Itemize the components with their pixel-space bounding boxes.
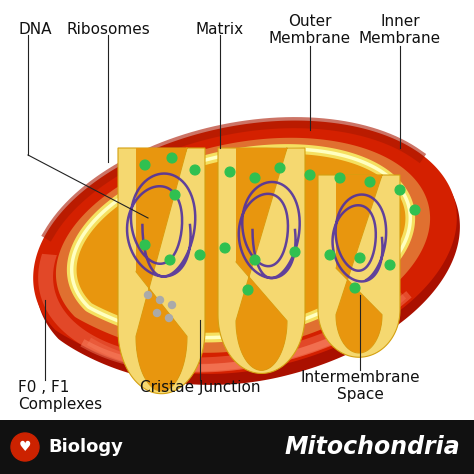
Text: Matrix: Matrix	[196, 22, 244, 37]
Text: Cristae Junction: Cristae Junction	[140, 380, 260, 395]
Circle shape	[225, 167, 235, 177]
Text: Mitochondria: Mitochondria	[284, 435, 460, 459]
Polygon shape	[36, 126, 460, 385]
Text: ♥: ♥	[19, 440, 31, 454]
Circle shape	[165, 315, 173, 321]
Circle shape	[165, 255, 175, 265]
Circle shape	[145, 292, 152, 299]
Circle shape	[190, 165, 200, 175]
Circle shape	[243, 285, 253, 295]
Circle shape	[290, 247, 300, 257]
Polygon shape	[136, 148, 187, 391]
Circle shape	[350, 283, 360, 293]
Circle shape	[167, 153, 177, 163]
Polygon shape	[118, 148, 205, 394]
Circle shape	[410, 205, 420, 215]
Text: Inner
Membrane: Inner Membrane	[359, 14, 441, 46]
Circle shape	[365, 177, 375, 187]
Polygon shape	[336, 175, 382, 353]
Text: Intermembrane
Space: Intermembrane Space	[300, 370, 420, 402]
Circle shape	[140, 160, 150, 170]
Circle shape	[195, 250, 205, 260]
Polygon shape	[236, 148, 287, 370]
Polygon shape	[38, 254, 385, 372]
Circle shape	[275, 163, 285, 173]
Polygon shape	[318, 175, 400, 357]
Circle shape	[355, 253, 365, 263]
Text: Ribosomes: Ribosomes	[66, 22, 150, 37]
Circle shape	[156, 297, 164, 303]
Circle shape	[325, 250, 335, 260]
Circle shape	[250, 255, 260, 265]
Text: Outer
Membrane: Outer Membrane	[269, 14, 351, 46]
Circle shape	[385, 260, 395, 270]
Circle shape	[250, 173, 260, 183]
Polygon shape	[0, 420, 474, 474]
Circle shape	[305, 170, 315, 180]
Polygon shape	[76, 152, 406, 335]
Circle shape	[168, 301, 175, 309]
Circle shape	[140, 240, 150, 250]
Circle shape	[220, 243, 230, 253]
Polygon shape	[33, 120, 457, 374]
Text: Biology: Biology	[48, 438, 123, 456]
Circle shape	[395, 185, 405, 195]
Polygon shape	[218, 148, 305, 374]
Circle shape	[335, 173, 345, 183]
Polygon shape	[56, 138, 430, 353]
Circle shape	[11, 433, 39, 461]
Text: F0 , F1
Complexes: F0 , F1 Complexes	[18, 380, 102, 412]
Circle shape	[154, 310, 161, 317]
Text: DNA: DNA	[18, 22, 52, 37]
Circle shape	[170, 190, 180, 200]
